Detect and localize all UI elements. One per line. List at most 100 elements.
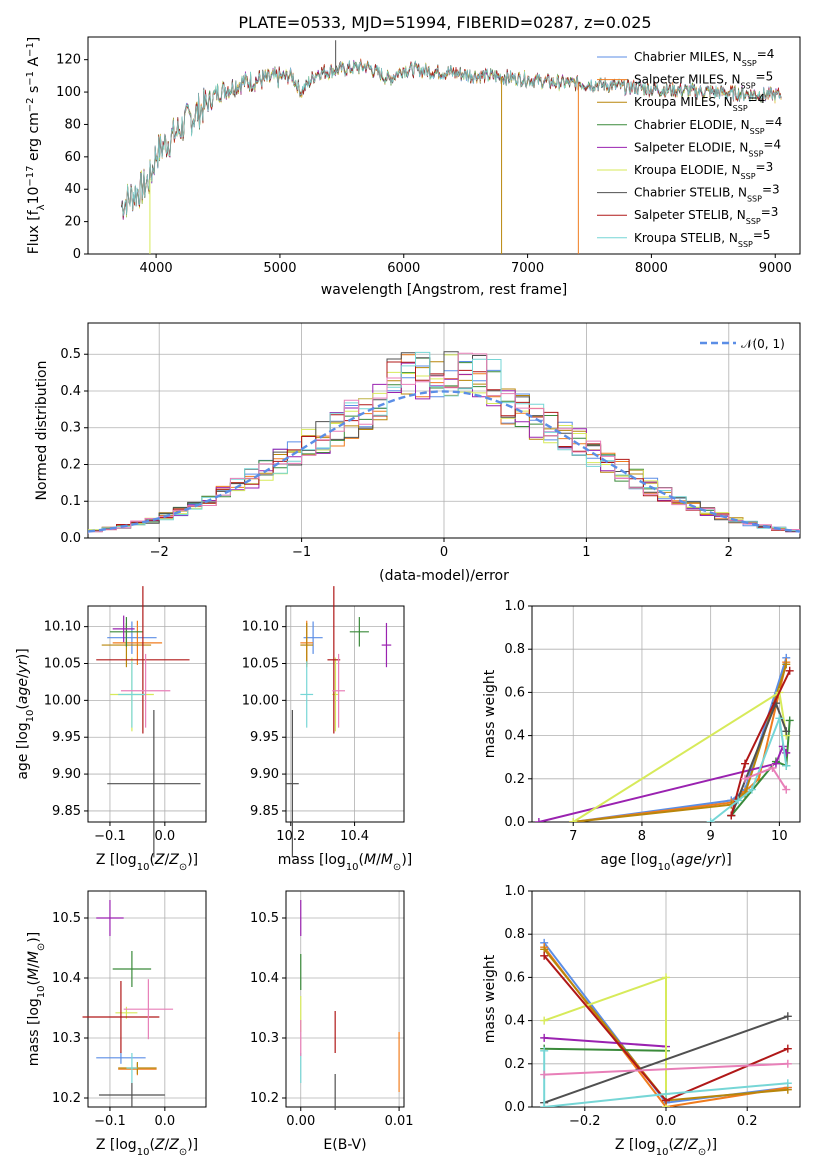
y-tick-label: 10.4	[250, 971, 279, 986]
label-part: s	[26, 86, 42, 98]
legend-label-part: Chabrier ELODIE, N	[634, 118, 750, 132]
weight-line	[544, 1062, 788, 1076]
y-tick-label: 0.5	[60, 347, 81, 362]
y-tick-label: 0.4	[60, 384, 81, 399]
y-tick-label: 10.10	[242, 620, 279, 635]
y-tick-label: 9.95	[52, 730, 81, 745]
y-tick-label: 9.85	[250, 804, 279, 819]
legend-label-part: Chabrier MILES, N	[634, 50, 742, 64]
legend-label: Chabrier ELODIE, NSSP=4	[634, 115, 782, 136]
y-tick-label: 10.4	[52, 971, 81, 986]
x-tick-label: 0.0	[656, 1114, 677, 1129]
label-part: )]	[706, 1137, 717, 1153]
legend-label: Chabrier MILES, NSSP=4	[634, 47, 774, 68]
y-axis-label: mass [log10(M/M⊙)]	[26, 932, 47, 1067]
x-tick-label: 2	[725, 545, 733, 560]
label-part: )]	[187, 852, 198, 868]
label-part: 10	[26, 187, 42, 205]
y-tick-label: 0.8	[504, 642, 525, 657]
histogram-series	[88, 352, 800, 534]
weight-marker	[741, 759, 750, 768]
y-tick-label: 120	[56, 53, 81, 68]
x-tick-label: 6000	[387, 261, 420, 276]
y-tick-label: 20	[64, 215, 81, 230]
weight-marker	[782, 727, 791, 736]
legend-label-part: SSP	[748, 149, 763, 158]
legend-label-part: =3	[761, 205, 779, 219]
y-tick-label: 0.8	[504, 927, 525, 942]
y-axis-label: age [log10(age/yr)]	[15, 648, 36, 779]
x-axis-label: wavelength [Angstrom, rest frame]	[321, 282, 567, 298]
y-tick-label: 10.05	[242, 657, 279, 672]
weight-line	[543, 1015, 789, 1104]
legend-label: Kroupa ELODIE, NSSP=3	[634, 160, 773, 181]
x-axis-label: Z [log10(Z/Z⊙)]	[96, 1137, 198, 1158]
weight-marker	[727, 811, 736, 820]
x-axis-label: Z [log10(Z/Z⊙)]	[615, 1137, 717, 1158]
label-part: (	[670, 852, 675, 868]
axes-mass_vs_Z: −0.1 0.010.210.310.410.5Z [log10(Z/Z⊙)]ma…	[26, 890, 207, 1158]
x-tick-label: 7000	[511, 261, 544, 276]
label-part: )]	[401, 852, 412, 868]
x-tick-label: 0.0	[154, 829, 175, 844]
label-part: Z	[154, 852, 165, 868]
label-part: mass [log	[26, 998, 42, 1066]
y-axis-label: mass weight	[482, 954, 498, 1043]
legend-label: Chabrier STELIB, NSSP=3	[634, 183, 780, 204]
x-tick-label: 1	[582, 545, 590, 560]
weight-line	[730, 720, 791, 817]
y-tick-label: 10.3	[250, 1031, 279, 1046]
label-part: (	[668, 1137, 673, 1153]
legend-label: Salpeter STELIB, NSSP=3	[634, 205, 778, 226]
y-tick-label: 0.0	[504, 815, 525, 830]
label-part: 10	[25, 710, 36, 723]
weight-marker	[775, 714, 784, 723]
weight-marker	[782, 785, 791, 794]
y-axis-label: Flux [fλ10−17 erg cm−2 s−1 A−1]	[25, 37, 47, 255]
axes-age_vs_Z: −0.1 0.0 9.85 9.90 9.95 10.00 10.05 10.10 Z [log…	[15, 605, 207, 873]
y-tick-label: 0.2	[504, 772, 525, 787]
y-tick-label: 0	[73, 247, 81, 262]
weight-marker	[782, 660, 791, 669]
x-tick-label: 5000	[263, 261, 296, 276]
legend-label: Salpeter MILES, NSSP=5	[634, 70, 773, 91]
label-part: (	[359, 852, 364, 868]
legend-label-part: SSP	[750, 126, 765, 135]
x-tick-label: 0.2	[737, 1114, 758, 1129]
weight-marker	[783, 1044, 792, 1053]
legend-label-part: Kroupa MILES, N	[634, 95, 733, 109]
y-tick-label: 100	[56, 85, 81, 100]
plot-frame	[285, 605, 405, 823]
label-part: A	[26, 57, 42, 71]
series-weight_vs_Z	[540, 938, 792, 1107]
legend-label-part: SSP	[733, 104, 748, 113]
label-part: Z	[673, 1137, 684, 1153]
legend-label-part: SSP	[747, 194, 762, 203]
label-part: )]	[26, 932, 42, 943]
legend-label-part: SSP	[738, 239, 753, 248]
label-part: −17	[25, 165, 36, 186]
y-tick-label: 10.2	[52, 1091, 81, 1106]
weight-marker	[569, 818, 578, 822]
y-tick-label: 0.4	[504, 1014, 525, 1029]
label-part: )]	[15, 648, 31, 659]
label-part: (	[15, 704, 31, 709]
label-part: −1	[25, 71, 36, 86]
y-tick-label: 0.0	[60, 531, 81, 546]
weight-marker	[534, 818, 543, 822]
plot-frame	[531, 605, 801, 823]
weight-line	[544, 1036, 667, 1048]
y-tick-label: 0.0	[504, 1100, 525, 1115]
axes-spectrum: 4000 5000 6000 7000 8000 9000 0 20 40 60 80 100 120 w…	[25, 36, 801, 298]
y-tick-label: 1.0	[504, 599, 525, 614]
plot-frame	[285, 890, 405, 1108]
axes-age_vs_mass: 10.2 10.4 9.85 9.90 9.95 10.00 10.05 10.10 mass …	[242, 605, 412, 873]
spectrum-line	[121, 60, 782, 217]
x-tick-label: 0.0	[154, 1114, 175, 1129]
weight-marker	[768, 764, 777, 772]
legend-label: Salpeter ELODIE, NSSP=4	[634, 137, 781, 158]
weight-marker	[540, 1070, 549, 1079]
x-tick-label: 0.01	[385, 1114, 414, 1129]
y-tick-label: 10.5	[52, 911, 81, 926]
